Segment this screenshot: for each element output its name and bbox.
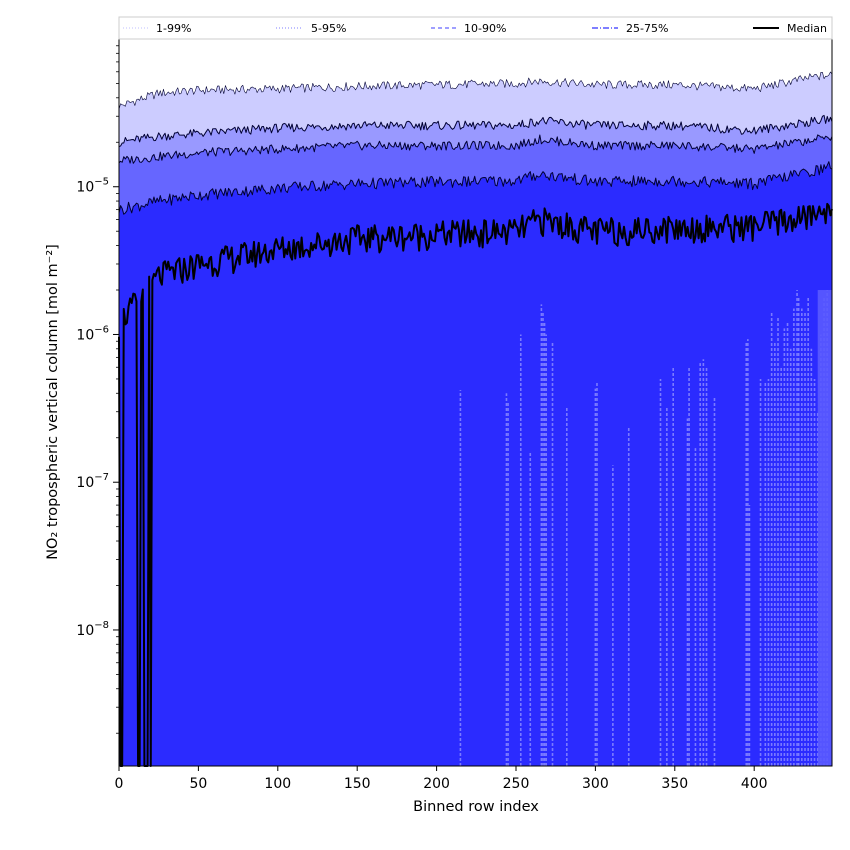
x-tick-label: 300	[582, 776, 609, 792]
lower-percentile-spikes	[459, 290, 832, 766]
legend-label: 1-99%	[156, 22, 191, 35]
series-line-25-75%	[118, 161, 833, 215]
legend-label: 10-90%	[464, 22, 506, 35]
series-line-10-90%	[118, 134, 833, 164]
lower-tail-block	[817, 290, 832, 766]
series-line-Median	[118, 202, 833, 767]
y-tick-label: 10−5	[76, 177, 109, 196]
y-axis: 10−8 10−7 10−6 10−5	[76, 45, 119, 734]
legend-frame	[118, 16, 833, 40]
x-axis-label: Binned row index	[413, 799, 539, 815]
legend: 1-99% 5-95% 10-90% 25-75% Median	[118, 16, 833, 40]
percentile-bands	[119, 71, 832, 767]
band-core	[119, 162, 832, 767]
y-tick-label: 10−7	[76, 472, 109, 491]
legend-label: 5-95%	[311, 22, 346, 35]
x-tick-label: 100	[264, 776, 291, 792]
y-axis-label: NO₂ tropospheric vertical column [mol m⁻…	[45, 244, 61, 560]
series-lines	[118, 71, 833, 767]
x-tick-label: 200	[423, 776, 450, 792]
x-tick-label: 350	[661, 776, 688, 792]
y-tick-label: 10−6	[76, 324, 109, 343]
legend-label: 25-75%	[626, 22, 668, 35]
legend-label: Median	[787, 22, 827, 35]
x-tick-label: 400	[741, 776, 768, 792]
x-tick-label: 250	[503, 776, 530, 792]
x-tick-label: 150	[344, 776, 371, 792]
x-axis: 0 50 100 150 200 250 300 350 400	[115, 766, 768, 792]
y-tick-label: 10−8	[76, 620, 109, 639]
x-tick-label: 0	[115, 776, 124, 792]
series-line-1-99%	[118, 71, 833, 110]
series-line-5-95%	[118, 114, 833, 148]
x-tick-label: 50	[189, 776, 207, 792]
